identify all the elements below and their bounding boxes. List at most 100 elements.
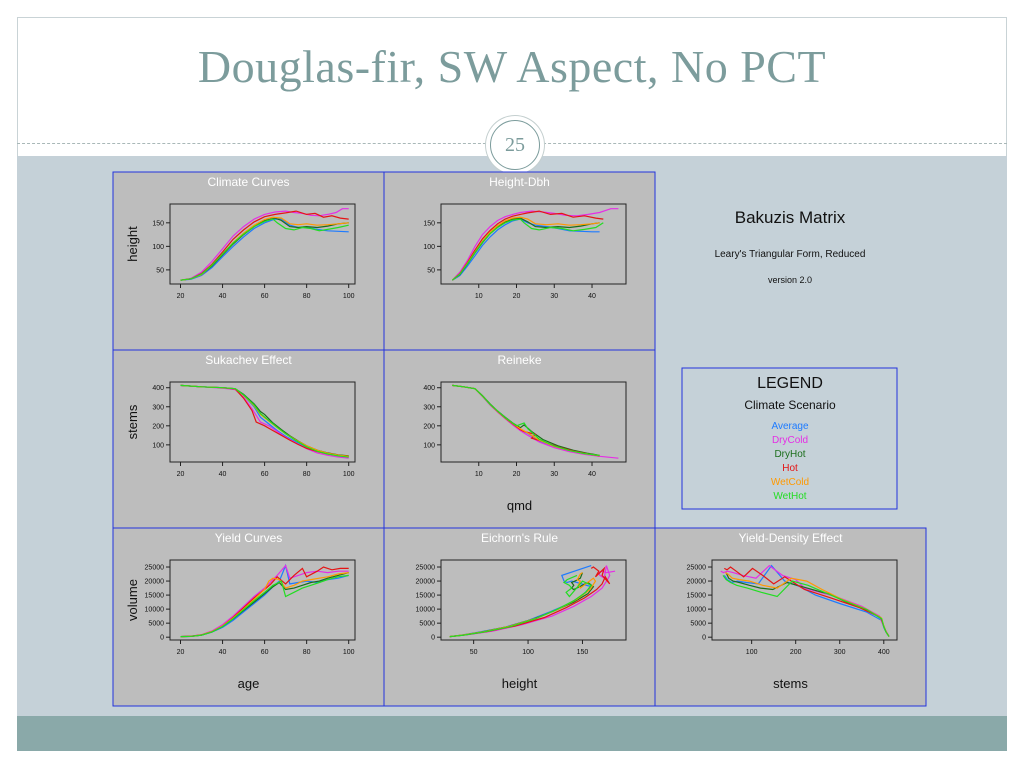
y-tick-label: 5000 <box>419 621 435 628</box>
y-tick-label: 150 <box>423 220 435 227</box>
panel-1 <box>112 171 385 351</box>
plot-area <box>440 381 627 463</box>
panel-title: Eichorn's Rule <box>481 531 558 545</box>
y-tick-label: 100 <box>423 442 435 449</box>
series-line-wethot <box>449 574 593 638</box>
y-tick-label: 0 <box>702 635 706 642</box>
y-tick-label: 5000 <box>690 621 706 628</box>
legend-item-wethot: WetHot <box>773 491 806 502</box>
y-tick-label: 0 <box>160 635 164 642</box>
x-tick-label: 20 <box>177 293 185 300</box>
y-tick-label: 20000 <box>687 579 707 586</box>
legend-subtitle: Climate Scenario <box>744 398 836 412</box>
y-tick-label: 100 <box>152 442 164 449</box>
series-line-wethot <box>452 384 600 457</box>
y-tick-label: 5000 <box>148 621 164 628</box>
x-axis-label: height <box>502 676 538 691</box>
y-tick-label: 10000 <box>687 607 707 614</box>
series-line-wethot <box>180 218 349 281</box>
y-tick-label: 50 <box>156 267 164 274</box>
y-tick-label: 10000 <box>145 607 165 614</box>
x-tick-label: 20 <box>513 471 521 478</box>
series-line-drycold <box>180 208 349 281</box>
x-tick-label: 100 <box>343 649 355 656</box>
x-tick-label: 80 <box>303 649 311 656</box>
panel-6 <box>383 527 656 707</box>
legend-item-wetcold: WetCold <box>771 477 809 488</box>
x-tick-label: 80 <box>303 293 311 300</box>
page-number: 25 <box>490 120 540 170</box>
panel-title: Yield-Density Effect <box>738 531 843 545</box>
panel-5 <box>112 527 385 707</box>
y-axis-label: stems <box>125 404 140 439</box>
plot-area <box>169 203 356 285</box>
series-line-hot <box>451 210 604 281</box>
x-axis-label: age <box>238 676 260 691</box>
y-tick-label: 400 <box>423 385 435 392</box>
x-axis-label: stems <box>773 676 808 691</box>
x-tick-label: 200 <box>790 649 802 656</box>
slide-title: Douglas-fir, SW Aspect, No PCT <box>197 41 827 92</box>
x-tick-label: 60 <box>261 471 269 478</box>
legend-item-hot: Hot <box>782 463 798 474</box>
matrix-version: version 2.0 <box>768 275 812 285</box>
x-tick-label: 40 <box>219 649 227 656</box>
panel-title: Yield Curves <box>215 531 283 545</box>
legend-item-drycold: DryCold <box>772 435 808 446</box>
series-line-average <box>180 218 349 281</box>
y-tick-label: 25000 <box>416 565 436 572</box>
x-tick-label: 30 <box>550 471 558 478</box>
series-line-wethot <box>451 218 604 281</box>
x-tick-label: 20 <box>513 293 521 300</box>
x-tick-label: 50 <box>470 649 478 656</box>
x-tick-label: 100 <box>522 649 534 656</box>
y-tick-label: 300 <box>152 404 164 411</box>
plot-area <box>440 203 627 285</box>
panel-2 <box>383 171 656 351</box>
y-tick-label: 15000 <box>416 593 436 600</box>
x-tick-label: 20 <box>177 471 185 478</box>
y-tick-label: 100 <box>152 244 164 251</box>
x-tick-label: 40 <box>219 471 227 478</box>
series-line-drycold <box>451 208 619 281</box>
matrix-subtitle: Leary's Triangular Form, Reduced <box>715 249 866 260</box>
panel-3 <box>112 349 385 529</box>
plot-area <box>711 559 898 641</box>
x-tick-label: 20 <box>177 649 185 656</box>
y-axis-label: height <box>125 226 140 262</box>
x-tick-label: 10 <box>475 471 483 478</box>
plot-area <box>169 381 356 463</box>
x-tick-label: 10 <box>475 293 483 300</box>
legend-box <box>681 367 898 510</box>
series-line-wethot <box>722 575 890 637</box>
y-tick-label: 50 <box>427 267 435 274</box>
x-tick-label: 60 <box>261 649 269 656</box>
y-tick-label: 25000 <box>145 565 165 572</box>
x-tick-label: 30 <box>550 293 558 300</box>
x-tick-label: 80 <box>303 471 311 478</box>
x-tick-label: 100 <box>343 293 355 300</box>
panel-4 <box>383 349 656 529</box>
x-tick-label: 40 <box>588 293 596 300</box>
series-line-wethot <box>180 574 349 638</box>
panel-title: Sukachev Effect <box>205 353 292 367</box>
x-tick-label: 100 <box>343 471 355 478</box>
y-tick-label: 400 <box>152 385 164 392</box>
y-tick-label: 100 <box>423 244 435 251</box>
y-tick-label: 200 <box>152 423 164 430</box>
x-tick-label: 40 <box>219 293 227 300</box>
legend-title: LEGEND <box>757 375 823 392</box>
footer-band <box>17 716 1007 751</box>
panel-title: Reineke <box>497 353 541 367</box>
panel-title: Height-Dbh <box>489 175 550 189</box>
legend-item-dryhot: DryHot <box>774 449 805 460</box>
y-axis-label: volume <box>125 579 140 621</box>
x-tick-label: 100 <box>746 649 758 656</box>
y-tick-label: 0 <box>431 635 435 642</box>
y-tick-label: 10000 <box>416 607 436 614</box>
y-tick-label: 15000 <box>145 593 165 600</box>
panel-title: Climate Curves <box>207 175 289 189</box>
x-tick-label: 400 <box>878 649 890 656</box>
x-tick-label: 150 <box>577 649 589 656</box>
